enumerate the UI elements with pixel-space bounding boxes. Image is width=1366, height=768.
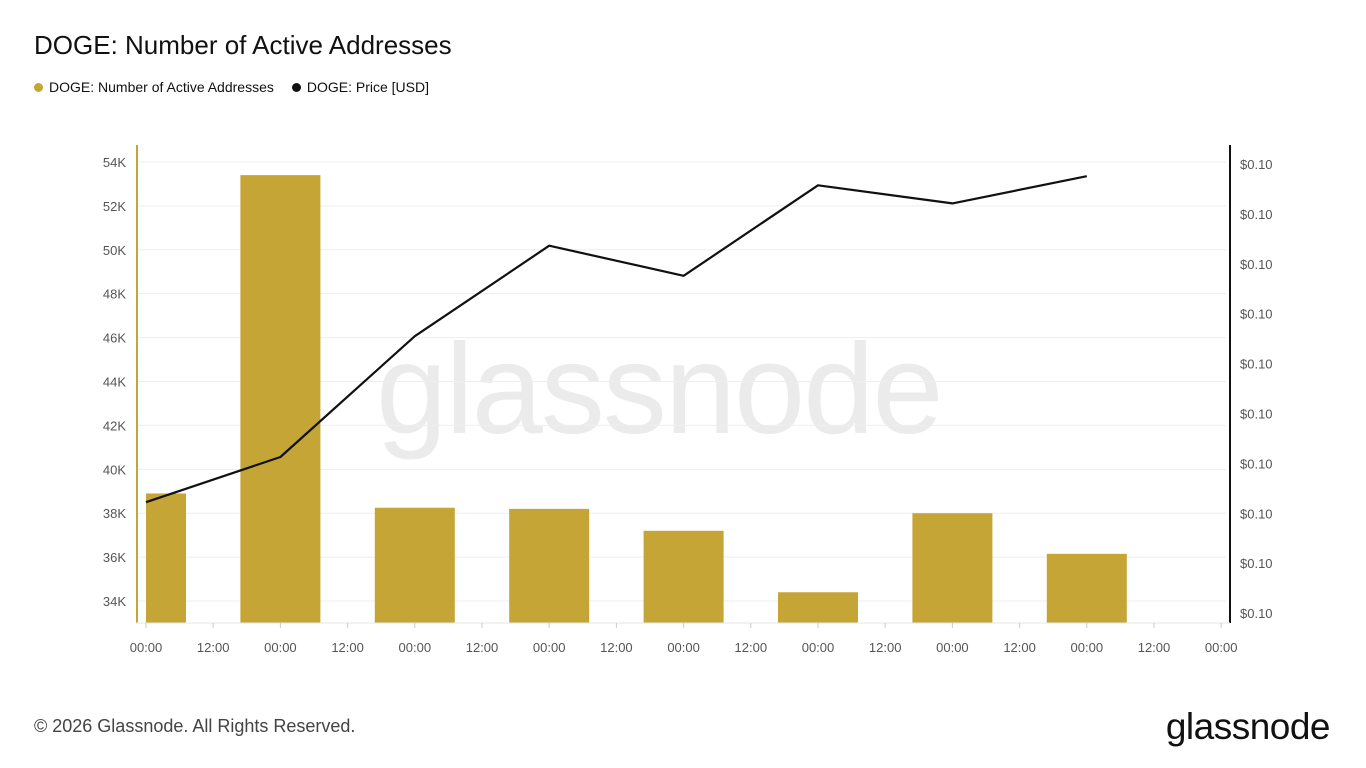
y-right-tick-label: $0.10 [1240,207,1273,222]
y-left-tick-label: 40K [103,462,126,477]
bar-active-addresses [374,507,455,623]
y-left-tick-label: 36K [103,550,126,565]
y-left-tick-label: 38K [103,506,126,521]
x-tick-label: 12:00 [600,640,633,655]
bar-active-addresses [240,175,321,624]
price-line [145,175,1088,504]
legend: DOGE: Number of Active Addresses DOGE: P… [34,79,447,95]
x-tick-label: 12:00 [869,640,902,655]
x-tick-label: 00:00 [130,640,163,655]
y-left-tick-label: 54K [103,155,126,170]
x-tick-label: 12:00 [466,640,499,655]
bar-active-addresses [509,508,590,623]
bar-active-addresses [1046,553,1127,623]
y-right-tick-label: $0.10 [1240,357,1273,372]
chart-title: DOGE: Number of Active Addresses [34,30,452,60]
x-tick-label: 12:00 [1003,640,1036,655]
legend-label-price: DOGE: Price [USD] [306,79,430,95]
x-tick-label: 00:00 [936,640,969,655]
legend-item-price[interactable]: DOGE: Price [USD] [291,79,430,95]
x-tick-label: 12:00 [735,640,768,655]
y-left-tick-label: 46K [103,331,126,346]
y-right-tick-label: $0.10 [1240,157,1273,172]
y-left-tick-label: 48K [103,287,126,302]
x-tick-label: 12:00 [197,640,230,655]
y-right-tick-label: $0.10 [1240,506,1273,521]
x-tick-label: 00:00 [667,640,700,655]
bar-active-addresses [146,493,186,623]
footer-copyright: © 2026 Glassnode. All Rights Reserved. [34,716,356,736]
x-tick-label: 12:00 [331,640,364,655]
legend-swatch-price [291,82,301,92]
y-right-tick-label: $0.10 [1240,407,1273,422]
legend-item-active-addresses[interactable]: DOGE: Number of Active Addresses [34,79,274,95]
y-right-tick-label: $0.10 [1240,556,1273,571]
legend-swatch-active-addresses [34,82,43,92]
y-left-tick-label: 34K [103,594,126,609]
bar-active-addresses [643,530,724,623]
x-tick-label: 00:00 [1205,640,1238,655]
y-right-tick-label: $0.10 [1240,606,1273,621]
x-tick-label: 00:00 [399,640,432,655]
y-left-tick-label: 44K [103,375,126,390]
y-left-tick-label: 52K [103,199,126,214]
x-tick-label: 00:00 [1071,640,1104,655]
footer-logo: glassnode [1165,706,1331,747]
y-right-tick-label: $0.10 [1240,257,1273,272]
x-tick-label: 00:00 [264,640,297,655]
x-tick-label: 00:00 [802,640,835,655]
x-tick-label: 12:00 [1138,640,1171,655]
legend-label-active-addresses: DOGE: Number of Active Addresses [49,79,274,95]
bar-active-addresses [778,592,858,623]
y-left-tick-label: 50K [103,243,126,258]
x-tick-label: 00:00 [533,640,566,655]
bar-active-addresses [912,513,993,623]
y-left-tick-label: 42K [103,418,126,433]
y-right-tick-label: $0.10 [1240,307,1273,322]
y-right-tick-label: $0.10 [1240,456,1273,471]
